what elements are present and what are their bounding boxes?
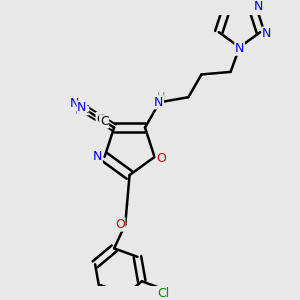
Text: C: C xyxy=(81,105,89,115)
Text: C: C xyxy=(100,115,109,128)
Text: O: O xyxy=(156,152,166,165)
Text: C: C xyxy=(96,112,105,125)
Text: N: N xyxy=(154,96,164,109)
Text: N: N xyxy=(254,0,263,13)
Text: N: N xyxy=(77,101,87,114)
Text: H: H xyxy=(157,92,165,102)
Text: Cl: Cl xyxy=(158,287,170,300)
Text: N: N xyxy=(70,98,79,110)
Text: N: N xyxy=(93,150,102,164)
Text: N: N xyxy=(262,27,272,40)
Text: O: O xyxy=(115,218,125,231)
Text: N: N xyxy=(235,42,244,55)
Text: N: N xyxy=(75,104,85,117)
